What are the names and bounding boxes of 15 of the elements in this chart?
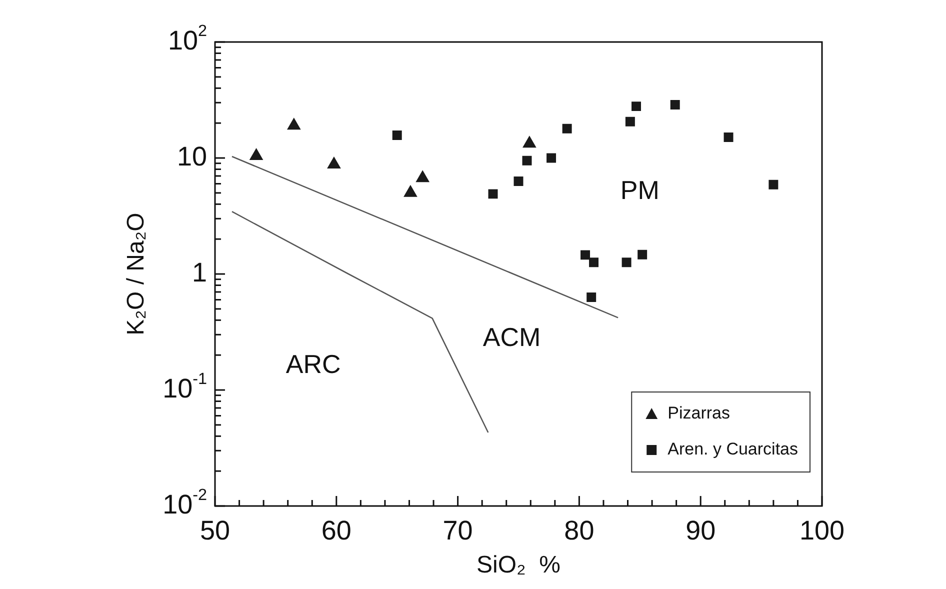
annotation: PM — [620, 175, 660, 206]
x-tick-label: 80 — [564, 515, 594, 546]
annotation: ARC — [286, 349, 341, 380]
legend-label: Aren. y Cuarcitas — [668, 440, 798, 459]
legend-label: Pizarras — [668, 404, 730, 423]
x-tick-label: 60 — [321, 515, 352, 546]
y-tick-label: 10 — [176, 141, 208, 172]
annotation: ACM — [482, 322, 541, 352]
y-axis-title: K₂O / Na₂O — [122, 212, 150, 336]
x-axis-title: SiO₂ % — [476, 552, 560, 579]
x-tick-label: 70 — [442, 515, 473, 546]
y-tick-label: 1 — [192, 257, 208, 288]
x-tick-label: 90 — [686, 515, 716, 546]
x-tick-label: 100 — [799, 515, 845, 546]
x-tick-label: 50 — [200, 515, 230, 546]
